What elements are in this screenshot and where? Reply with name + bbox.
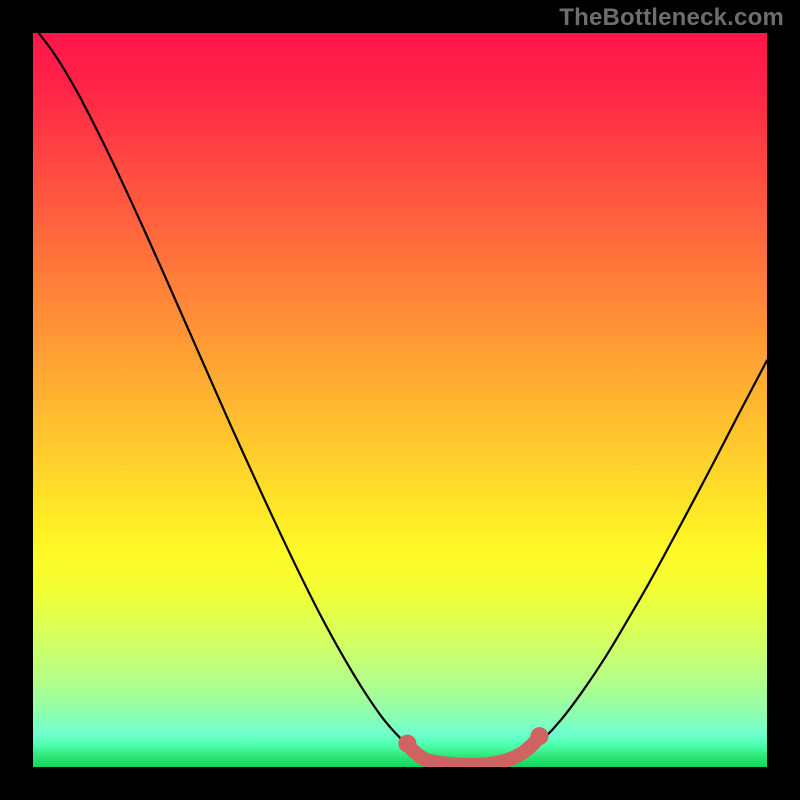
valley-end-dot <box>530 727 548 745</box>
valley-start-dot <box>398 735 416 753</box>
plot-background <box>33 33 767 767</box>
chart-svg <box>0 0 800 800</box>
bottleneck-chart: TheBottleneck.com <box>0 0 800 800</box>
watermark-text: TheBottleneck.com <box>559 4 784 32</box>
